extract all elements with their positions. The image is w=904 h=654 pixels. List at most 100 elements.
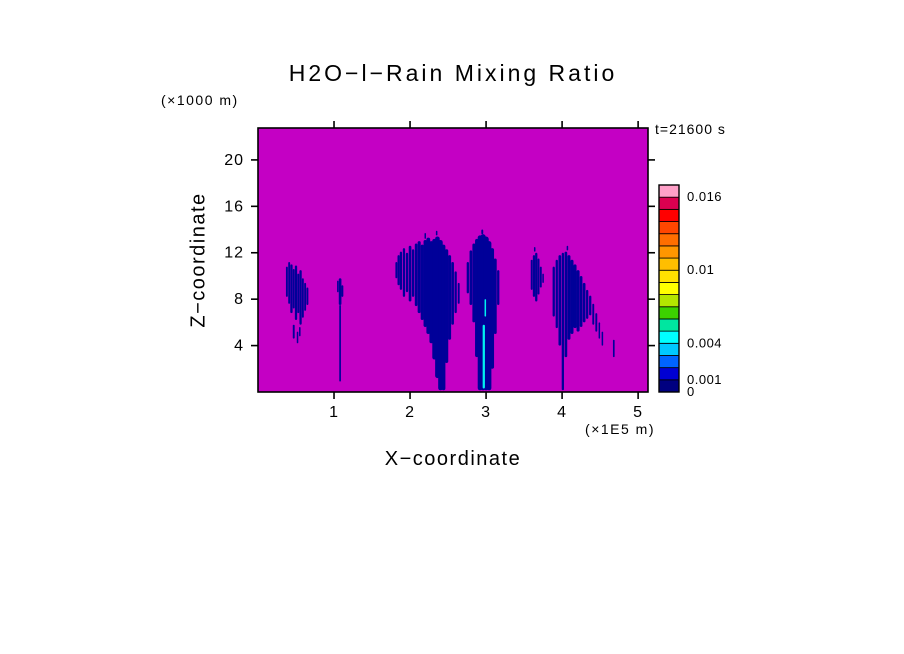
colorbar-tick-label: 0.004 xyxy=(687,335,722,350)
plume-big-funnel xyxy=(395,230,460,391)
rain-stroke xyxy=(589,295,592,316)
rain-stroke xyxy=(555,259,558,329)
z-tick-label: 8 xyxy=(234,291,244,308)
rain-stroke xyxy=(472,243,476,323)
plot-background xyxy=(258,128,648,392)
rain-stroke xyxy=(426,237,431,334)
rain-stroke xyxy=(299,327,301,337)
rain-stroke xyxy=(570,259,574,334)
colorbar-segment xyxy=(658,355,680,369)
colorbar-segment xyxy=(658,330,680,344)
rain-stroke xyxy=(566,245,569,251)
rain-stroke xyxy=(408,245,412,302)
rain-stroke xyxy=(399,251,403,290)
colorbar-segment xyxy=(658,196,680,210)
colorbar-segment xyxy=(658,208,680,222)
x-tick-label: 3 xyxy=(481,404,491,421)
rain-stroke xyxy=(579,275,583,328)
rain-stroke xyxy=(435,230,438,236)
rain-stroke xyxy=(533,246,536,252)
rain-stroke xyxy=(542,273,544,283)
x-axis-title: X−coordinate xyxy=(384,448,522,470)
rain-stroke xyxy=(441,244,446,391)
colorbar-segment xyxy=(658,221,680,235)
rain-stroke xyxy=(294,265,298,321)
rain-stroke xyxy=(497,270,500,305)
speck-far-right xyxy=(612,339,615,358)
colorbar-segment xyxy=(658,318,680,332)
rain-stroke xyxy=(451,262,454,325)
rain-stroke xyxy=(424,233,427,239)
rain-stroke xyxy=(338,278,342,305)
rain-stroke xyxy=(290,264,293,314)
rain-stroke xyxy=(304,282,307,311)
x-tick-label: 5 xyxy=(633,404,643,421)
rain-stroke xyxy=(592,303,595,325)
rain-stroke xyxy=(469,250,473,305)
rain-stroke xyxy=(402,248,406,297)
rain-stroke xyxy=(444,249,449,363)
rain-plumes xyxy=(285,229,615,391)
rain-stroke xyxy=(337,280,339,293)
rain-stroke xyxy=(285,266,288,297)
rain-stroke xyxy=(288,262,291,304)
rain-stroke xyxy=(484,299,487,317)
rain-stroke xyxy=(454,271,457,314)
rain-stroke xyxy=(573,264,577,329)
rain-stroke xyxy=(598,322,601,339)
rain-stroke xyxy=(301,278,304,318)
colorbar-segment xyxy=(658,342,680,356)
rain-stroke xyxy=(601,331,604,346)
rain-stroke xyxy=(341,285,344,297)
colorbar-segment xyxy=(658,367,680,381)
rain-stroke xyxy=(420,244,424,321)
plume-left-wispy xyxy=(285,262,309,344)
colorbar-segment xyxy=(658,233,680,247)
colorbar-segment xyxy=(658,294,680,308)
rain-stroke xyxy=(339,304,341,382)
rain-stroke xyxy=(537,258,540,295)
rain-stroke xyxy=(296,331,299,344)
colorbar-tick-label: 0.016 xyxy=(687,189,722,204)
rain-stroke xyxy=(482,324,485,389)
colorbar-segment xyxy=(658,282,680,295)
z-tick-label: 4 xyxy=(234,338,244,355)
rain-stroke xyxy=(297,273,300,314)
colorbar-segment xyxy=(658,379,680,393)
colorbar-segment xyxy=(658,269,680,283)
plot-frame xyxy=(257,127,649,393)
x-tick-label: 2 xyxy=(405,404,415,421)
streak-x1 xyxy=(337,278,344,382)
rain-stroke xyxy=(466,262,469,294)
y-axis-unit: (×1000 m) xyxy=(161,92,239,108)
rain-stroke xyxy=(586,289,589,319)
rain-stroke xyxy=(552,266,555,317)
colorbar-segment xyxy=(658,245,680,259)
x-tick-label: 1 xyxy=(329,404,339,421)
rain-stroke xyxy=(530,259,533,290)
rain-stroke xyxy=(411,249,415,297)
x-tick-label: 4 xyxy=(557,404,567,421)
rain-stroke xyxy=(405,252,409,293)
rain-stroke xyxy=(423,239,427,328)
z-tick-label: 12 xyxy=(224,245,244,262)
z-tick-label: 20 xyxy=(224,152,244,169)
chart-title: H2O−l−Rain Mixing Ratio xyxy=(288,60,618,86)
rain-stroke xyxy=(564,251,568,358)
z-tick-label: 16 xyxy=(224,198,244,215)
plume-small-right-of-center xyxy=(530,246,544,302)
colorbar-segment xyxy=(658,184,680,198)
plume-right xyxy=(552,245,604,391)
rain-stroke xyxy=(448,255,452,340)
rain-stroke xyxy=(417,241,421,314)
rain-stroke xyxy=(535,252,538,302)
rain-stroke xyxy=(539,266,542,288)
rain-stroke xyxy=(397,255,400,286)
rain-stroke xyxy=(490,248,495,369)
cyan-core xyxy=(482,299,487,389)
rain-stroke xyxy=(532,255,536,297)
colorbar-frame xyxy=(658,184,680,393)
colorbar-segment xyxy=(658,257,680,271)
